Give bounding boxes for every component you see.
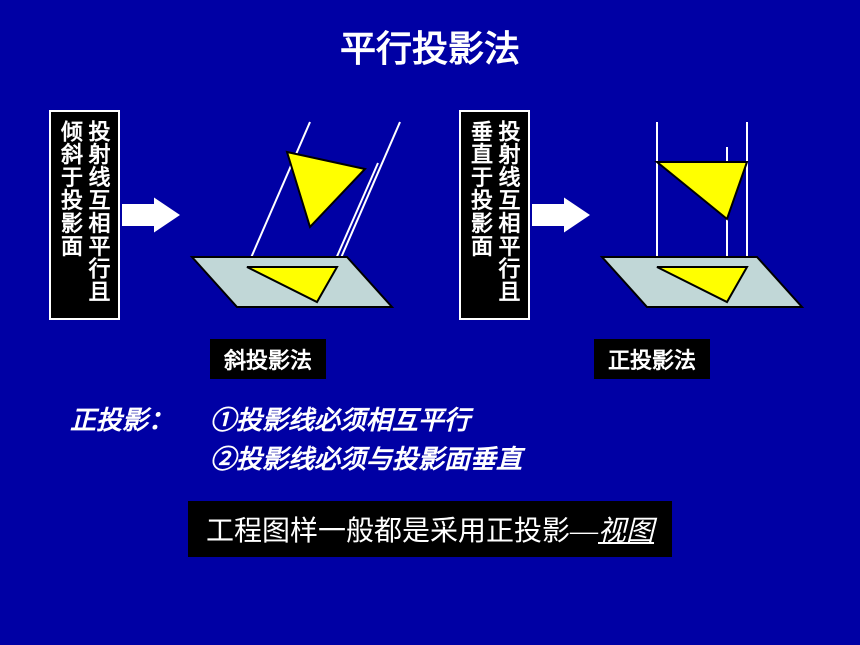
right-group: 投射线互相平行且垂直于投影面 — [459, 102, 812, 327]
body-text: 正投影：①投影线必须相互平行 ②投影线必须与投影面垂直 — [0, 401, 860, 479]
right-sublabel: 正投影法 — [594, 339, 710, 379]
left-group: 投射线互相平行且倾斜于投影面 — [49, 102, 402, 327]
body-line1: ①投影线必须相互平行 — [210, 406, 470, 435]
left-sublabel: 斜投影法 — [210, 339, 326, 379]
sublabel-row: 斜投影法 正投影法 — [0, 331, 860, 379]
body-spacer — [70, 440, 210, 479]
footer-italic: 视图 — [598, 516, 654, 547]
oblique-projection-diagram — [182, 102, 402, 327]
footer-pre: 工程图样一般都是采用正投影— — [206, 516, 598, 547]
orthographic-projection-diagram — [592, 102, 812, 327]
body-lead: 正投影： — [70, 401, 210, 440]
right-description-box: 投射线互相平行且垂直于投影面 — [459, 110, 530, 320]
left-description-box: 投射线互相平行且倾斜于投影面 — [49, 110, 120, 320]
page-title: 平行投影法 — [0, 0, 860, 72]
body-line2: ②投影线必须与投影面垂直 — [210, 445, 522, 474]
arrow-icon — [122, 180, 180, 250]
footer-box: 工程图样一般都是采用正投影—视图 — [188, 501, 672, 557]
arrow-icon — [532, 180, 590, 250]
diagram-row: 投射线互相平行且倾斜于投影面 投射线互相平行且垂直于投影面 — [0, 102, 860, 327]
